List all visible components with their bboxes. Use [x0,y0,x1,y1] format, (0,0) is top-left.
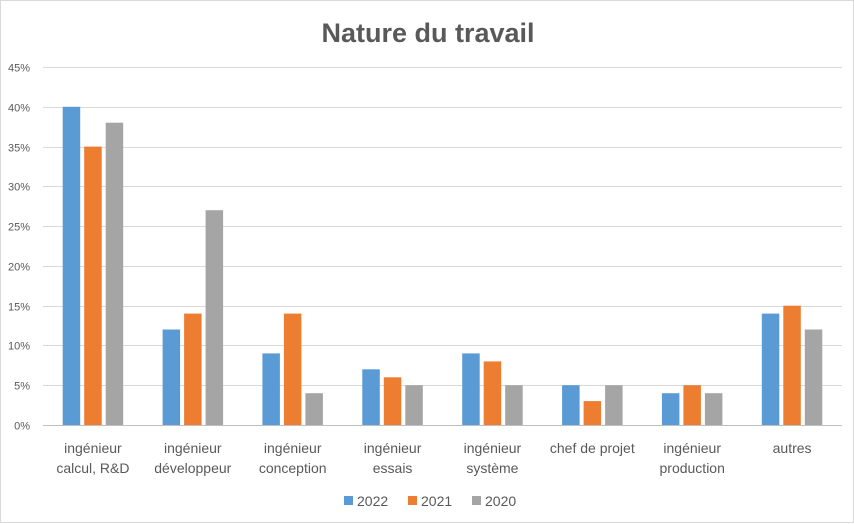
bar-2022-7 [761,313,780,425]
x-category-label: calcul, R&D [56,460,129,476]
bar-2021-4 [483,361,502,425]
x-category-label: ingénieur [64,440,122,456]
bar-2021-7 [783,305,801,425]
bar-2020-4 [505,385,523,425]
y-tick-label: 5% [14,381,30,393]
bar-2022-4 [462,353,480,425]
bar-2020-6 [704,393,723,425]
bar-2022-0 [62,106,81,426]
y-tick-label: 0% [14,421,30,433]
x-category-label: ingénieur [464,440,522,456]
legend-label-2021: 2021 [421,493,452,509]
x-category-label: production [660,460,725,476]
x-category-label: conception [259,460,327,476]
bar-2022-3 [362,369,380,425]
y-tick-label: 25% [8,222,30,234]
y-tick-label: 30% [8,182,30,194]
bar-2022-6 [661,393,680,425]
legend-label-2022: 2022 [357,493,388,509]
bar-2021-3 [383,377,402,425]
chart-title: Nature du travail [321,18,534,48]
legend-label-2020: 2020 [485,493,516,509]
x-category-label: essais [373,460,413,476]
x-category-label: ingénieur [264,440,322,456]
legend: 2022 2021 2020 [344,493,516,509]
legend-swatch-2021 [408,496,417,505]
bar-2021-2 [283,313,302,425]
x-category-label: ingénieur [663,440,721,456]
y-tick-label: 15% [8,302,30,314]
x-category-label: chef de projet [550,440,635,456]
x-category-label: développeur [154,460,231,476]
bar-2021-1 [184,313,202,425]
x-category-label: autres [773,440,812,456]
bar-2020-2 [305,393,323,425]
bar-2020-7 [804,329,823,425]
bar-2021-0 [84,146,102,425]
bar-2021-5 [583,401,602,425]
x-axis-labels: ingénieur calcul, R&D ingénieur développeur… [56,440,811,476]
x-category-label: ingénieur [364,440,422,456]
y-tick-label: 40% [8,103,30,115]
bar-2021-6 [683,385,701,425]
y-tick-label: 35% [8,143,30,155]
bars [62,106,823,426]
y-tick-label: 10% [8,341,30,353]
x-category-label: ingénieur [164,440,222,456]
bar-2022-2 [262,353,280,425]
y-tick-label: 45% [8,63,30,75]
y-axis-ticks: 0% 5% 10% 15% 20% 25% 30% 35% 40% 45% [8,63,30,433]
bar-2020-1 [205,210,224,425]
legend-swatch-2022 [344,496,353,505]
bar-2020-0 [105,122,124,425]
y-tick-label: 20% [8,262,30,274]
x-category-label: système [466,460,518,476]
bar-2022-1 [162,329,181,425]
bar-2020-5 [605,385,623,425]
bar-2020-3 [405,385,423,425]
bar-2022-5 [562,385,580,425]
legend-swatch-2020 [472,496,481,505]
